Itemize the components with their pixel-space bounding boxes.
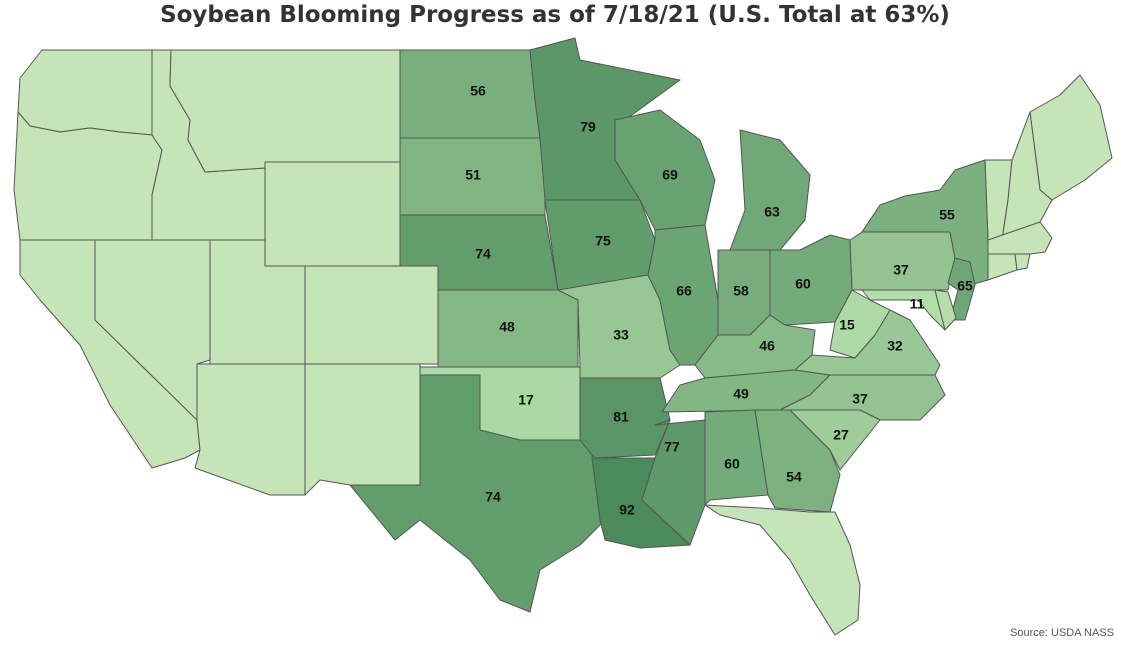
state-label-va: 32 bbox=[887, 338, 903, 354]
state-wy bbox=[264, 161, 401, 267]
state-label-al: 60 bbox=[724, 456, 740, 472]
state-label-in: 58 bbox=[733, 283, 749, 299]
state-tx bbox=[349, 374, 606, 613]
state-label-mi: 63 bbox=[764, 204, 780, 220]
state-label-tx: 74 bbox=[485, 489, 501, 505]
state-ks bbox=[437, 289, 579, 368]
state-label-la: 92 bbox=[619, 502, 635, 518]
state-nj bbox=[947, 257, 976, 321]
map-title: Soybean Blooming Progress as of 7/18/21 … bbox=[160, 2, 950, 28]
state-label-tn: 49 bbox=[733, 386, 749, 402]
state-ct bbox=[987, 253, 1018, 281]
state-label-ms: 77 bbox=[664, 439, 680, 455]
state-ar bbox=[579, 377, 671, 459]
state-label-mn: 79 bbox=[580, 119, 596, 135]
state-label-oh: 60 bbox=[795, 276, 811, 292]
state-label-ks: 48 bbox=[499, 319, 515, 335]
state-label-wi: 69 bbox=[662, 167, 678, 183]
state-ri bbox=[1014, 253, 1031, 271]
state-label-ny: 55 bbox=[939, 207, 955, 223]
state-label-nj: 65 bbox=[957, 278, 973, 294]
labels-layer: 56 51 74 48 17 74 79 75 33 81 92 69 66 77 63 58 46 49 60 60… bbox=[465, 83, 973, 518]
state-mi bbox=[729, 129, 811, 251]
state-label-nd: 56 bbox=[470, 83, 486, 99]
states-layer bbox=[13, 37, 1113, 636]
state-az bbox=[194, 363, 306, 496]
state-label-il: 66 bbox=[676, 283, 692, 299]
state-label-ok: 17 bbox=[518, 392, 534, 408]
state-label-ne: 74 bbox=[475, 246, 491, 262]
state-nh bbox=[1001, 111, 1053, 241]
state-va bbox=[794, 309, 941, 376]
state-il bbox=[647, 224, 719, 366]
state-co bbox=[304, 265, 439, 365]
state-label-ar: 81 bbox=[613, 409, 629, 425]
state-de bbox=[934, 289, 957, 331]
state-label-md: 11 bbox=[910, 296, 925, 312]
state-label-ga: 54 bbox=[786, 469, 802, 485]
source-note: Source: USDA NASS bbox=[1010, 627, 1114, 639]
state-sc bbox=[789, 409, 881, 471]
state-label-mo: 33 bbox=[613, 327, 629, 343]
state-label-ky: 46 bbox=[759, 338, 775, 354]
state-label-wv: 15 bbox=[839, 317, 855, 333]
state-label-pa: 37 bbox=[893, 262, 909, 278]
state-me bbox=[1029, 74, 1113, 201]
state-label-ia: 75 bbox=[595, 233, 611, 249]
state-label-sd: 51 bbox=[465, 167, 481, 183]
state-al bbox=[704, 409, 769, 506]
state-ny bbox=[861, 159, 989, 286]
state-label-sc: 27 bbox=[833, 427, 849, 443]
state-oh bbox=[769, 234, 853, 326]
state-mt bbox=[169, 49, 401, 173]
state-nm bbox=[304, 363, 421, 496]
state-fl bbox=[704, 504, 861, 636]
state-wa bbox=[17, 49, 153, 136]
state-label-nc: 37 bbox=[852, 391, 868, 407]
